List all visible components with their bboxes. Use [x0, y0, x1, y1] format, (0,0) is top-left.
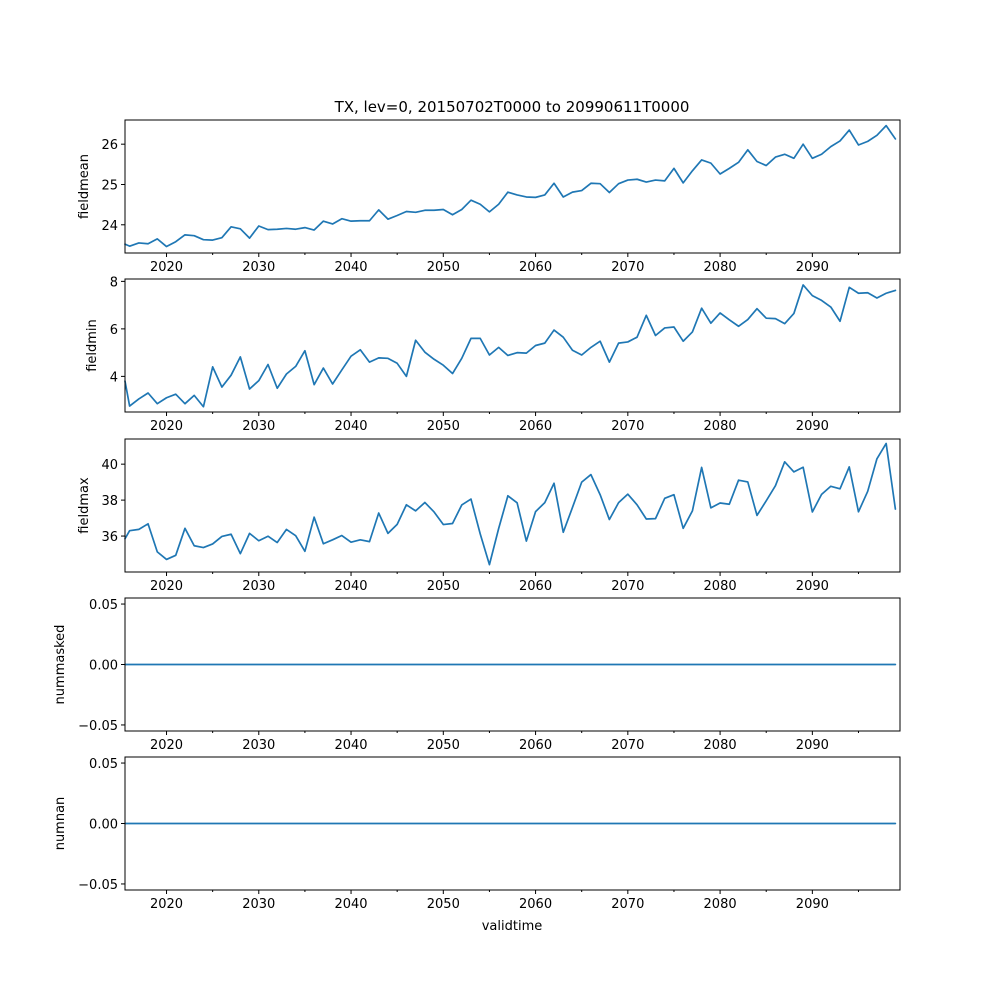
- x-tick-label: 2020: [150, 738, 183, 753]
- y-tick-label: 4: [110, 370, 118, 385]
- x-tick-label: 2020: [150, 260, 183, 275]
- y-tick-label: 8: [110, 275, 118, 290]
- x-tick-label: 2050: [427, 738, 460, 753]
- x-tick-label: 2080: [704, 738, 737, 753]
- series-line-fieldmax: [124, 442, 897, 566]
- x-tick-label: 2050: [427, 897, 460, 912]
- y-axis-label: numnan: [53, 797, 68, 851]
- y-tick-label: 26: [101, 138, 118, 153]
- series-line-fieldmean: [124, 124, 897, 248]
- x-tick-label: 2080: [704, 579, 737, 594]
- series-line-fieldmin: [124, 284, 897, 408]
- y-tick-label: 6: [110, 323, 118, 338]
- plot-frame: [124, 278, 901, 413]
- x-tick-label: 2090: [796, 419, 829, 434]
- x-axis-label: validtime: [482, 919, 543, 934]
- x-tick-label: 2060: [519, 897, 552, 912]
- x-tick-label: 2040: [334, 419, 367, 434]
- subplot-numnan: 2020 2030 2040 2050 2060 2070 2080 2090 0.05 0.00…: [53, 756, 901, 912]
- x-tick-label: 2060: [519, 260, 552, 275]
- y-axis-label: nummasked: [53, 625, 68, 705]
- y-tick-label: 40: [101, 458, 118, 473]
- x-tick-label: 2090: [796, 897, 829, 912]
- x-tick-label: 2090: [796, 579, 829, 594]
- x-tick-label: 2020: [150, 897, 183, 912]
- x-tick-label: 2070: [611, 579, 644, 594]
- y-tick-label: −0.05: [78, 719, 118, 734]
- x-tick-label: 2050: [427, 260, 460, 275]
- subplot-fieldmax: 2020 2030 2040 2050 2060 2070 2080 2090 36 38 40 fi…: [77, 438, 901, 594]
- y-tick-label: 38: [101, 494, 118, 509]
- x-tick-label: 2030: [242, 579, 275, 594]
- x-tick-label: 2080: [704, 419, 737, 434]
- x-tick-label: 2020: [150, 419, 183, 434]
- x-tick-label: 2090: [796, 260, 829, 275]
- x-tick-label: 2040: [334, 260, 367, 275]
- x-tick-label: 2040: [334, 579, 367, 594]
- x-tick-label: 2030: [242, 897, 275, 912]
- y-tick-label: 24: [101, 219, 118, 234]
- x-tick-label: 2080: [704, 260, 737, 275]
- subplot-stack: 2020 2030 2040 2050 2060 2070 2080 2090 24 25 26 fi…: [53, 119, 901, 912]
- x-tick-label: 2070: [611, 897, 644, 912]
- x-tick-label: 2030: [242, 419, 275, 434]
- y-tick-label: 36: [101, 530, 118, 545]
- x-tick-label: 2080: [704, 897, 737, 912]
- chart-title: TX, lev=0, 20150702T0000 to 20990611T000…: [334, 98, 690, 116]
- y-axis-label: fieldmax: [77, 477, 92, 534]
- y-axis-label: fieldmin: [85, 319, 100, 372]
- plot-frame: [124, 119, 901, 254]
- subplot-fieldmin: 2020 2030 2040 2050 2060 2070 2080 2090 4 6 8 field…: [85, 275, 901, 434]
- subplot-nummasked: 2020 2030 2040 2050 2060 2070 2080 2090 0.05 0.00…: [53, 597, 901, 753]
- x-tick-label: 2070: [611, 260, 644, 275]
- y-tick-label: −0.05: [78, 878, 118, 893]
- x-tick-label: 2050: [427, 419, 460, 434]
- x-tick-label: 2030: [242, 260, 275, 275]
- x-tick-label: 2040: [334, 738, 367, 753]
- x-tick-label: 2030: [242, 738, 275, 753]
- x-tick-label: 2070: [611, 419, 644, 434]
- x-tick-label: 2070: [611, 738, 644, 753]
- y-tick-label: 0.05: [89, 757, 118, 772]
- y-axis-label: fieldmean: [77, 154, 92, 219]
- x-tick-label: 2020: [150, 579, 183, 594]
- x-tick-label: 2040: [334, 897, 367, 912]
- y-tick-label: 0.05: [89, 598, 118, 613]
- y-tick-label: 0.00: [89, 659, 118, 674]
- x-tick-label: 2060: [519, 738, 552, 753]
- x-tick-label: 2090: [796, 738, 829, 753]
- x-tick-label: 2060: [519, 579, 552, 594]
- subplot-fieldmean: 2020 2030 2040 2050 2060 2070 2080 2090 24 25 26 fi…: [77, 119, 901, 275]
- y-tick-label: 0.00: [89, 818, 118, 833]
- y-tick-label: 25: [101, 178, 118, 193]
- plot-frame: [124, 438, 901, 573]
- x-tick-label: 2060: [519, 419, 552, 434]
- x-tick-label: 2050: [427, 579, 460, 594]
